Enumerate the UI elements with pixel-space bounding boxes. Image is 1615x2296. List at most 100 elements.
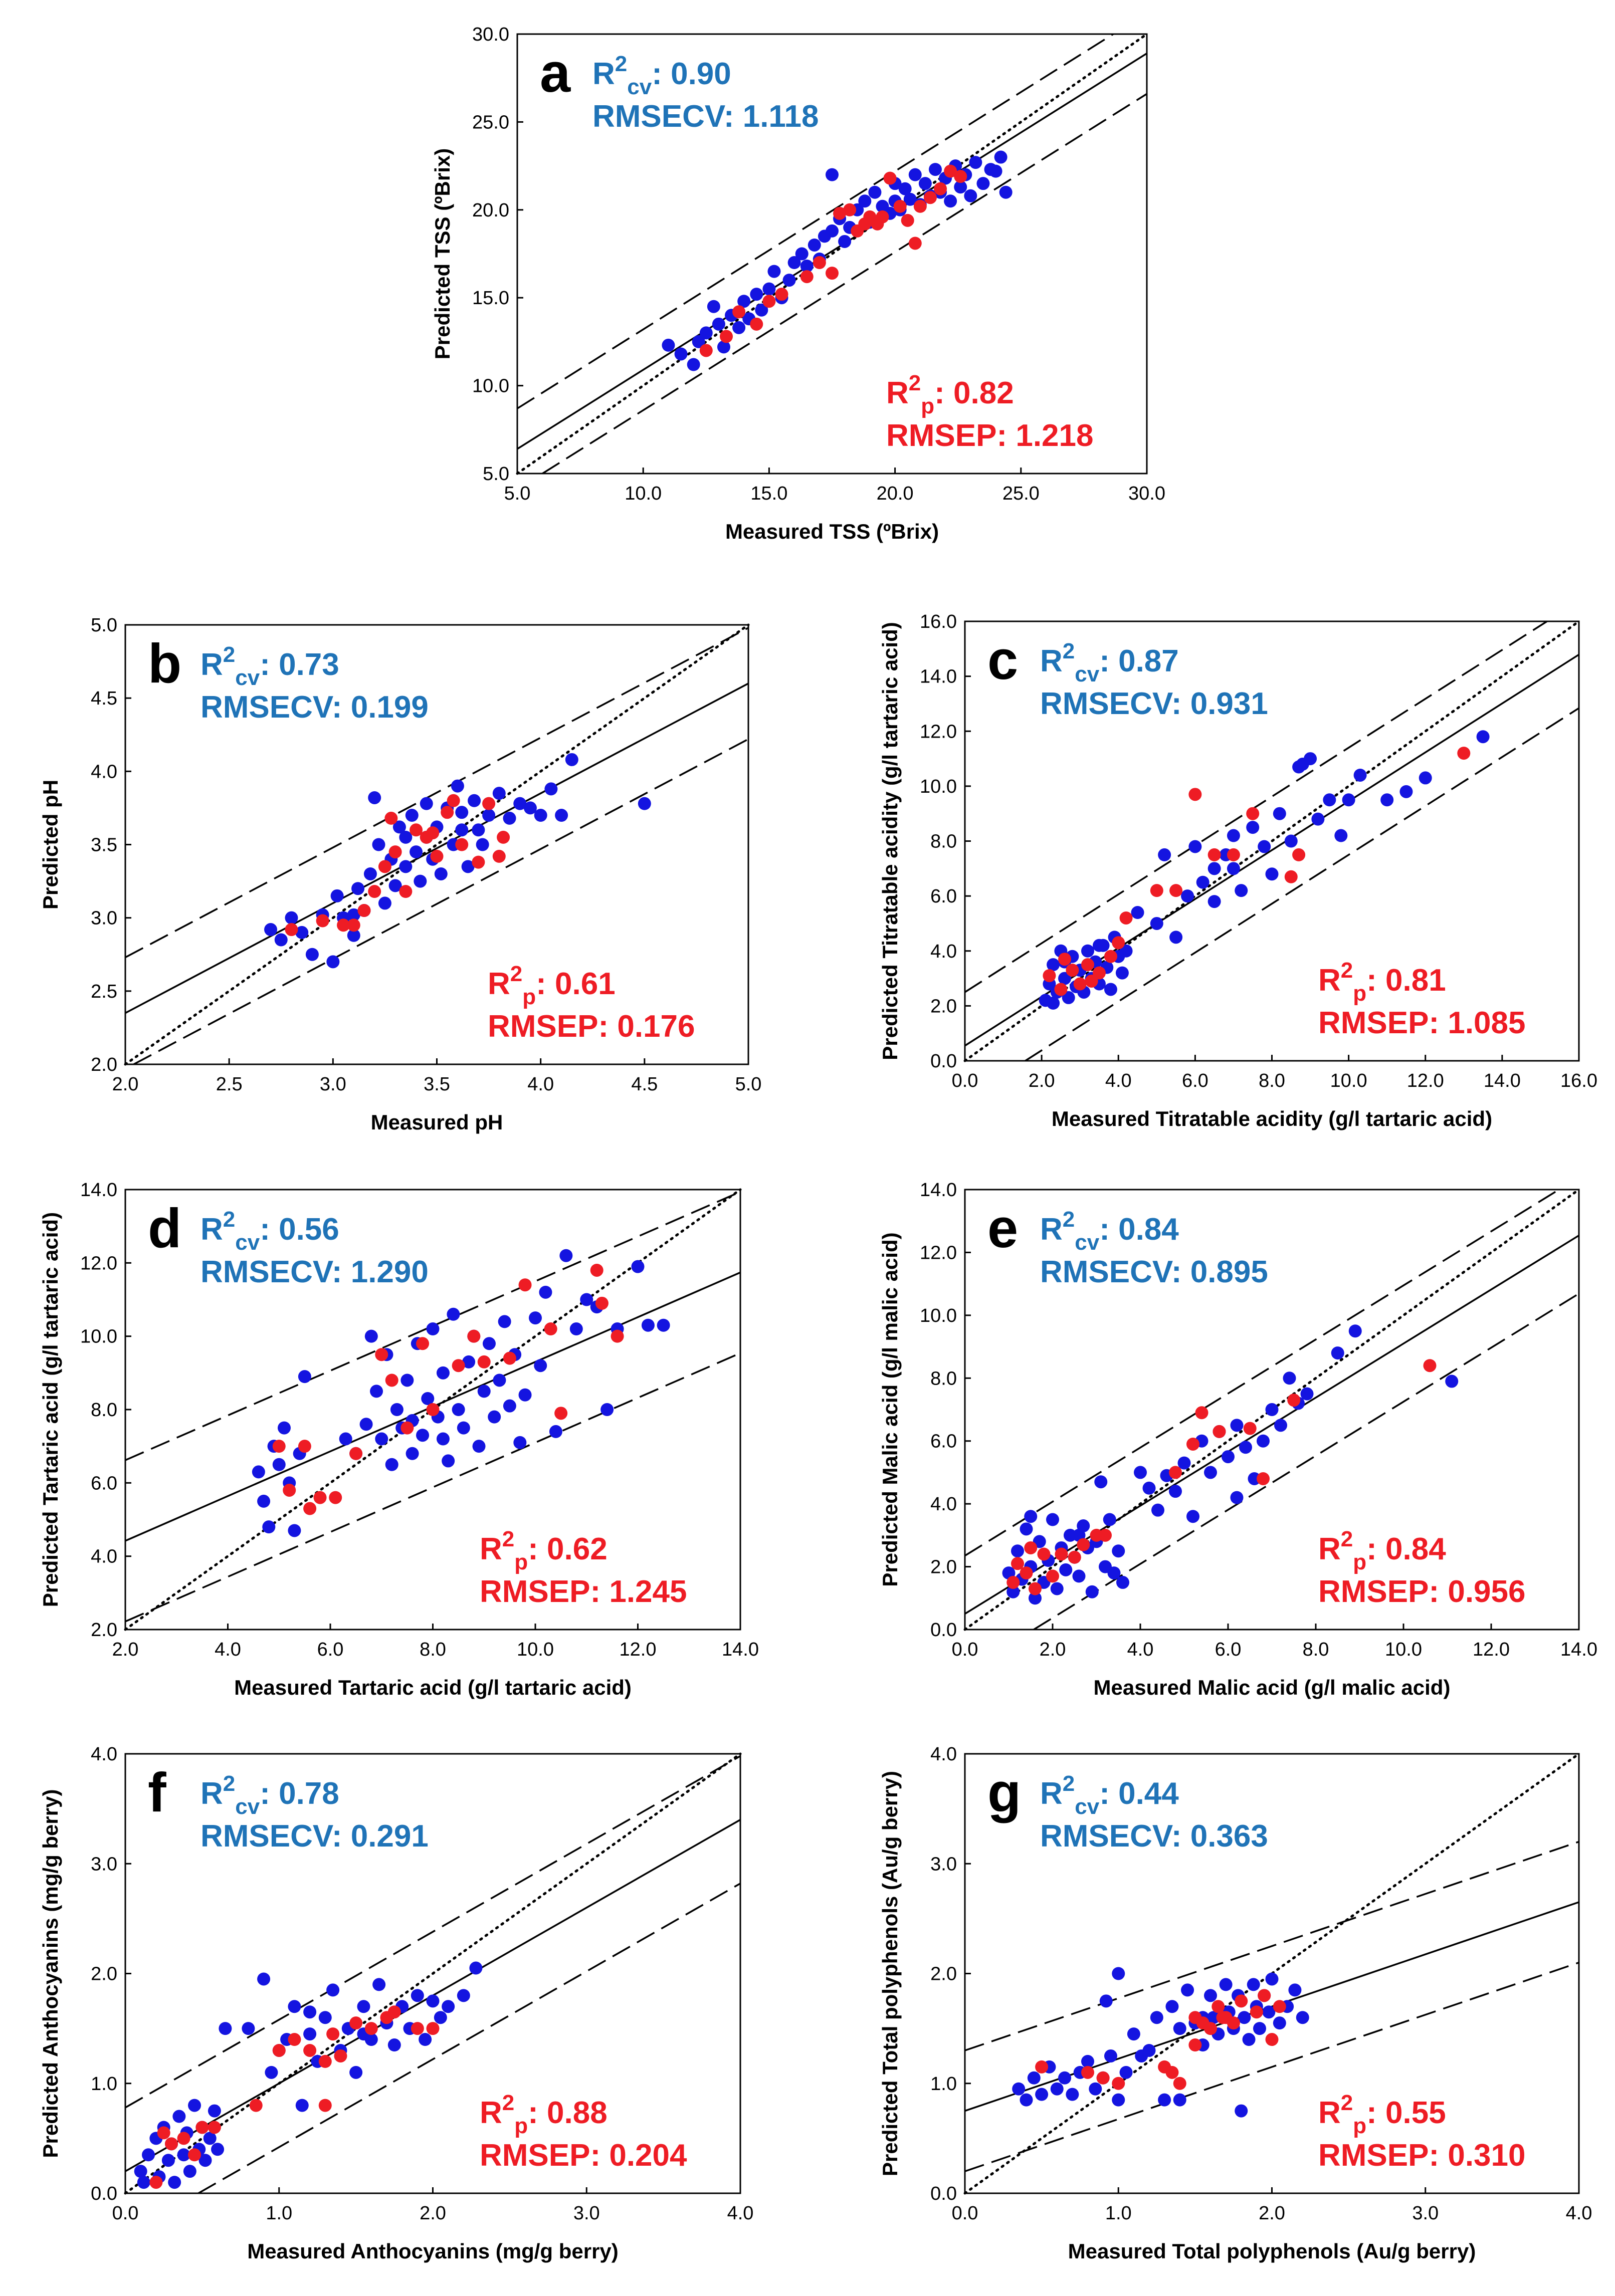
calibration-point (452, 1403, 465, 1416)
x-tick-label: 25.0 (1002, 483, 1040, 504)
calibration-point (385, 1458, 398, 1471)
prediction-point (554, 1407, 568, 1420)
calibration-point (1227, 862, 1240, 875)
calibration-point (368, 791, 381, 804)
y-tick-label: 10.0 (472, 376, 509, 397)
calibration-point (257, 1972, 271, 1986)
prediction-point (334, 2049, 347, 2062)
calibration-point (347, 908, 360, 922)
calibration-point (903, 192, 917, 206)
y-tick-label: 3.5 (91, 835, 117, 856)
prediction-point (430, 849, 444, 863)
prediction-point (833, 206, 847, 220)
prediction-point (826, 267, 839, 280)
calibration-point (1284, 834, 1298, 848)
calibration-point (534, 1359, 547, 1372)
calibration-point (1334, 829, 1348, 842)
calibration-point (1134, 1466, 1147, 1479)
upper-band-line (125, 1755, 741, 2109)
x-tick-label: 2.0 (112, 1074, 139, 1095)
x-tick-label: 0.0 (952, 1639, 978, 1660)
prediction-point (1085, 975, 1098, 988)
prediction-point (843, 203, 857, 216)
x-tick-label: 6.0 (317, 1639, 344, 1660)
y-axis-label: Predicted Tartaric acid (g/l tartaric ac… (39, 1212, 62, 1607)
calibration-point (565, 753, 578, 766)
calibration-point (1181, 889, 1194, 903)
calibration-point (1085, 1585, 1099, 1598)
prediction-point (1119, 911, 1133, 925)
calibration-point (274, 933, 288, 947)
calibration-point (1006, 1585, 1020, 1598)
prediction-point (426, 2022, 440, 2035)
x-tick-label: 3.0 (1412, 2203, 1439, 2224)
calibration-point (808, 238, 821, 252)
calibration-point (1288, 1983, 1302, 1997)
calibration-point (1242, 2033, 1256, 2046)
prediction-point (313, 1491, 327, 1504)
rmsecv-stat: RMSECV: 0.363 (1040, 1819, 1268, 1854)
prediction-point (1173, 2077, 1186, 2090)
prediction-point (482, 797, 496, 810)
calibration-point (168, 2176, 181, 2189)
y-axis-label: Predicted TSS (ºBrix) (431, 148, 454, 359)
calibration-point (800, 260, 814, 273)
prediction-point (944, 164, 957, 178)
prediction-point (384, 811, 398, 825)
prediction-point (732, 305, 746, 319)
prediction-point (1077, 1538, 1090, 1551)
calibration-point (1046, 1513, 1059, 1526)
prediction-point (1243, 1422, 1257, 1435)
regression-line (964, 1235, 1579, 1615)
calibration-point (1115, 966, 1129, 980)
plot-frame (516, 33, 1148, 475)
prediction-point (472, 855, 485, 869)
prediction-point (1212, 2000, 1225, 2013)
calibration-point (767, 265, 781, 278)
calibration-point (674, 347, 688, 361)
y-axis-label: Predicted Anthocyanins (mg/g berry) (39, 1789, 62, 2158)
calibration-point (1219, 1978, 1233, 1991)
calibration-point (1150, 2011, 1163, 2024)
upper-band-line (964, 1189, 1560, 1557)
calibration-point (1012, 2082, 1026, 2096)
x-axis-label: Measured TSS (ºBrix) (725, 520, 939, 543)
panel-a: 5.05.0 10.0 10.0 15.0 15.0 20.0 20.0 25.0 25.0 30… (431, 24, 1165, 543)
prediction-point (249, 2099, 263, 2112)
calibration-point (457, 1421, 470, 1435)
calibration-point (482, 1337, 496, 1350)
r2p-stat: R2p: 0.88 (480, 2091, 608, 2138)
calibration-point (493, 1373, 506, 1387)
calibration-point (198, 2154, 212, 2167)
x-axis-label: Measured Anthocyanins (mg/g berry) (247, 2239, 619, 2263)
x-tick-label: 2.5 (216, 1074, 243, 1095)
prediction-point (1457, 747, 1471, 760)
calibration-point (1035, 2088, 1049, 2101)
prediction-point (388, 845, 402, 859)
x-tick-label: 0.0 (952, 2203, 978, 2224)
y-axis-label: Predicted Titratable acidity (g/l tartar… (878, 622, 902, 1060)
x-tick-label: 2.0 (420, 2203, 446, 2224)
panel-label: e (987, 1198, 1018, 1259)
prediction-point (416, 1337, 430, 1350)
calibration-point (994, 150, 1007, 164)
prediction-point (1081, 958, 1094, 972)
calibration-point (419, 2033, 432, 2046)
calibration-point (420, 797, 433, 810)
prediction-point (699, 344, 713, 357)
prediction-point (1006, 1575, 1020, 1589)
calibration-point (455, 823, 469, 837)
calibration-point (488, 1410, 501, 1424)
calibration-point (1353, 768, 1367, 782)
calibration-point (1029, 1591, 1042, 1605)
calibration-point (1142, 1481, 1156, 1495)
calibration-point (426, 1994, 440, 2008)
prediction-point (913, 199, 927, 213)
prediction-point (1273, 2000, 1286, 2013)
calibration-point (989, 164, 1002, 178)
calibration-point (387, 2038, 401, 2052)
calibration-point (976, 177, 990, 190)
prediction-point (318, 2054, 332, 2068)
x-tick-label: 14.0 (1560, 1639, 1597, 1660)
x-axis-label: Measured Malic acid (g/l malic acid) (1094, 1676, 1451, 1699)
